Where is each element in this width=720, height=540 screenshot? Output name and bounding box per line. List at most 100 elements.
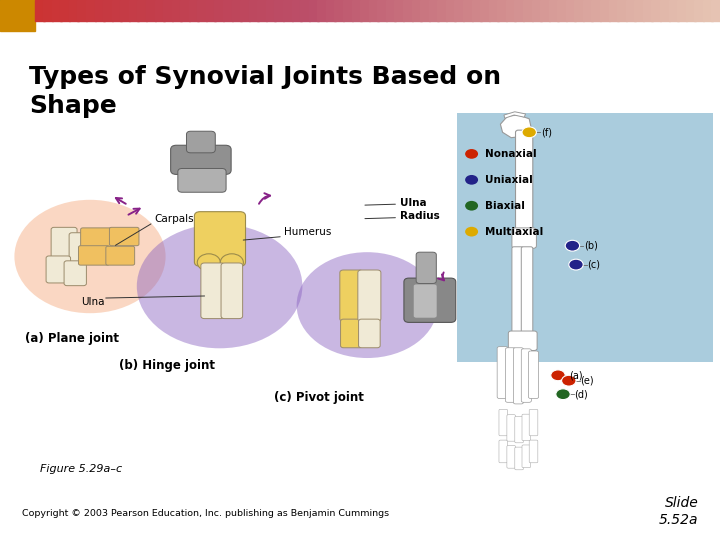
Bar [685, 0, 696, 21]
FancyBboxPatch shape [507, 415, 516, 441]
Bar [583, 0, 593, 21]
Bar [360, 0, 370, 21]
FancyBboxPatch shape [508, 331, 537, 350]
FancyBboxPatch shape [106, 246, 135, 265]
Bar [514, 0, 524, 21]
Bar [617, 0, 627, 21]
Circle shape [14, 200, 166, 313]
Polygon shape [504, 112, 526, 118]
Bar [215, 0, 225, 21]
Bar [309, 0, 319, 21]
Bar [343, 0, 353, 21]
Bar [437, 0, 447, 21]
Text: Types of Synovial Joints Based on
Shape: Types of Synovial Joints Based on Shape [29, 65, 501, 118]
Text: Uniaxial: Uniaxial [485, 175, 532, 185]
FancyBboxPatch shape [515, 416, 523, 443]
Bar [69, 0, 78, 21]
FancyBboxPatch shape [51, 227, 77, 261]
Bar [189, 0, 199, 21]
FancyBboxPatch shape [528, 351, 539, 399]
Bar [634, 0, 644, 21]
Bar [523, 0, 533, 21]
Bar [677, 0, 687, 21]
FancyBboxPatch shape [416, 252, 436, 284]
Bar [60, 0, 71, 21]
Bar [171, 0, 181, 21]
Bar [223, 0, 233, 21]
Bar [592, 0, 601, 21]
Circle shape [297, 252, 438, 358]
FancyBboxPatch shape [499, 440, 508, 463]
Text: (c) Pivot joint: (c) Pivot joint [274, 392, 364, 404]
FancyBboxPatch shape [109, 227, 139, 246]
Text: Figure 5.29a–c: Figure 5.29a–c [40, 464, 122, 474]
Bar [232, 0, 242, 21]
FancyBboxPatch shape [513, 348, 523, 404]
Bar [0, 0, 22, 21]
FancyBboxPatch shape [201, 263, 225, 319]
Circle shape [522, 127, 536, 138]
Bar [652, 0, 662, 21]
Bar [457, 113, 713, 362]
Text: Carpals: Carpals [155, 214, 194, 224]
Text: Humerus: Humerus [284, 227, 332, 237]
FancyBboxPatch shape [340, 270, 363, 321]
Bar [240, 0, 251, 21]
Circle shape [137, 224, 302, 348]
Text: Biaxial: Biaxial [485, 201, 524, 211]
Bar [112, 0, 122, 21]
Bar [608, 0, 618, 21]
FancyBboxPatch shape [521, 247, 533, 334]
FancyBboxPatch shape [171, 145, 231, 174]
Bar [566, 0, 576, 21]
Bar [643, 0, 653, 21]
FancyBboxPatch shape [515, 447, 523, 470]
FancyBboxPatch shape [512, 228, 536, 248]
Bar [120, 0, 130, 21]
Bar [326, 0, 336, 21]
Bar [531, 0, 541, 21]
Bar [351, 0, 361, 21]
Circle shape [197, 254, 220, 271]
Bar [669, 0, 679, 21]
FancyBboxPatch shape [529, 440, 538, 463]
Bar [472, 0, 482, 21]
Bar [274, 0, 284, 21]
FancyBboxPatch shape [358, 270, 381, 321]
Bar [557, 0, 567, 21]
Bar [249, 0, 258, 21]
FancyBboxPatch shape [413, 284, 437, 318]
Bar [78, 0, 87, 21]
Bar [420, 0, 430, 21]
Text: (c): (c) [588, 260, 600, 269]
Bar [94, 0, 104, 21]
Bar [180, 0, 190, 21]
Text: (b) Hinge joint: (b) Hinge joint [119, 359, 215, 372]
Bar [43, 0, 53, 21]
Circle shape [465, 175, 478, 185]
Bar [377, 0, 387, 21]
Bar [540, 0, 550, 21]
Bar [694, 0, 704, 21]
Bar [103, 0, 113, 21]
Bar [463, 0, 473, 21]
Bar [266, 0, 276, 21]
Text: Copyright © 2003 Pearson Education, Inc. publishing as Benjamin Cummings: Copyright © 2003 Pearson Education, Inc.… [22, 509, 389, 518]
Text: (b): (b) [584, 241, 598, 251]
Bar [549, 0, 559, 21]
Text: Ulna: Ulna [81, 298, 104, 307]
FancyBboxPatch shape [507, 446, 516, 468]
Bar [257, 0, 267, 21]
Bar [489, 0, 499, 21]
Bar [318, 0, 328, 21]
Bar [403, 0, 413, 21]
Bar [52, 0, 62, 21]
Bar [35, 0, 45, 21]
Bar [386, 0, 396, 21]
Bar [86, 0, 96, 21]
Bar [575, 0, 585, 21]
Bar [197, 0, 207, 21]
Bar [155, 0, 165, 21]
Bar [498, 0, 507, 21]
FancyBboxPatch shape [498, 347, 508, 399]
